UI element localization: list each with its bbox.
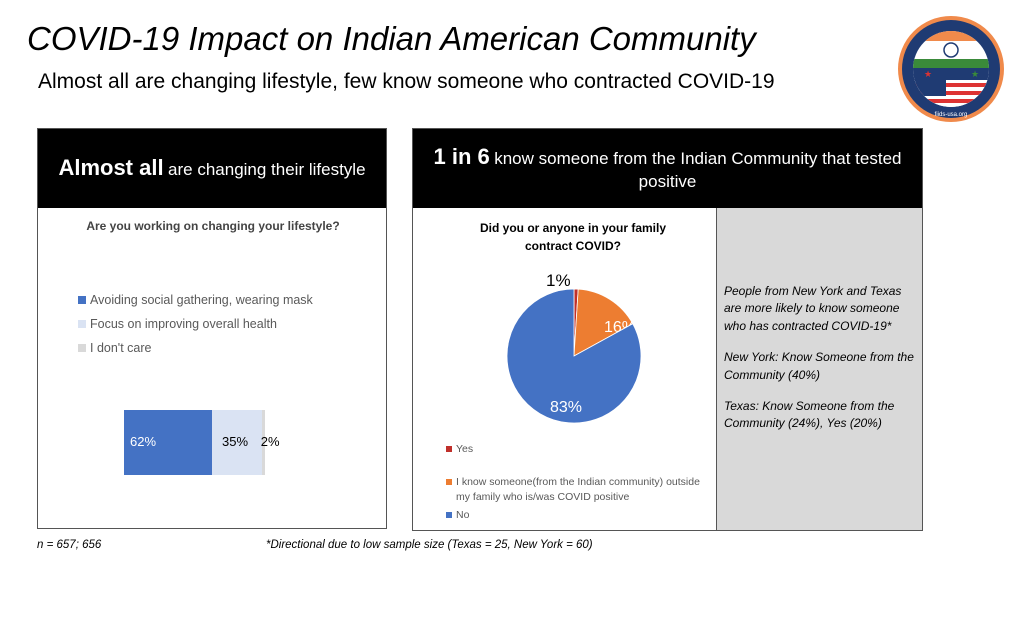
legend-item: Yes <box>446 442 706 457</box>
svg-text:★: ★ <box>971 69 979 79</box>
pie-legend: Yes I know someone(from the Indian commun… <box>446 442 706 525</box>
header-bold: 1 in 6 <box>433 143 490 169</box>
bar-data-label: 62% <box>130 434 157 449</box>
header-bold: Almost all <box>58 155 164 181</box>
sample-size-note: n = 657; 656 <box>37 539 102 551</box>
legend-item: No <box>446 508 706 523</box>
legend-label: I don't care <box>90 341 152 355</box>
header-rest: are changing their lifestyle <box>168 160 366 180</box>
right-panel-header: 1 in 6 know someone from the Indian Comm… <box>413 129 922 208</box>
legend-item: I know someone(from the Indian community… <box>446 475 706 505</box>
left-panel-header: Almost all are changing their lifestyle <box>38 129 386 208</box>
note-line: Texas: Know Someone from the Community (… <box>724 398 895 431</box>
legend-item: Focus on improving overall health <box>78 317 313 331</box>
header-rest: know someone from the Indian Community t… <box>494 148 902 192</box>
legend-swatch <box>78 320 86 328</box>
legend-item: I don't care <box>78 341 313 355</box>
left-panel: Almost all are changing their lifestyle … <box>37 128 387 529</box>
legend-item: Avoiding social gathering, wearing mask <box>78 293 313 307</box>
note-line: New York: Know Someone from the Communit… <box>724 350 914 382</box>
bar-legend: Avoiding social gathering, wearing mask F… <box>78 293 313 365</box>
chart-title: Are you working on changing your lifesty… <box>86 219 340 233</box>
svg-text:★: ★ <box>924 69 932 79</box>
pie-data-label: 83% <box>550 399 582 416</box>
legend-swatch <box>446 479 452 486</box>
stacked-bar: 62% 35% 2% <box>124 410 280 475</box>
bar-data-label: 2% <box>260 434 280 449</box>
legend-swatch <box>446 446 452 452</box>
pie-chart: 1%16%83% <box>506 271 642 424</box>
legend-label: Focus on improving overall health <box>90 317 277 331</box>
page-title: COVID-19 Impact on Indian American Commu… <box>27 20 756 57</box>
logo-url: fiids-usa.org <box>935 112 968 118</box>
legend-label: Yes <box>456 443 474 455</box>
bar-segment <box>261 410 265 475</box>
note-box: People from New York and Texas are more … <box>716 208 922 530</box>
legend-label: I know someone(from the Indian community… <box>456 476 700 504</box>
note-text: People from New York and Texas are more … <box>717 208 922 433</box>
pie-slice <box>506 288 642 424</box>
note-line: People from New York and Texas are more … <box>724 284 902 333</box>
bar-segment <box>212 410 262 475</box>
chart-title: Did you or anyone in your family contrac… <box>479 221 667 253</box>
legend-swatch <box>446 511 452 518</box>
directional-note: *Directional due to low sample size (Tex… <box>266 539 593 551</box>
legend-label: Avoiding social gathering, wearing mask <box>90 293 313 307</box>
legend-swatch <box>78 344 86 352</box>
pie-data-label: 1% <box>546 271 571 290</box>
bar-data-label: 35% <box>222 434 249 449</box>
bar-segment <box>124 410 213 475</box>
fiids-logo: ★ ★ fiids-usa.org <box>898 16 1004 122</box>
legend-swatch <box>78 296 86 304</box>
legend-label: No <box>456 508 470 521</box>
right-panel: 1 in 6 know someone from the Indian Comm… <box>412 128 923 531</box>
page-subtitle: Almost all are changing lifestyle, few k… <box>38 70 775 93</box>
pie-slice <box>573 288 634 357</box>
